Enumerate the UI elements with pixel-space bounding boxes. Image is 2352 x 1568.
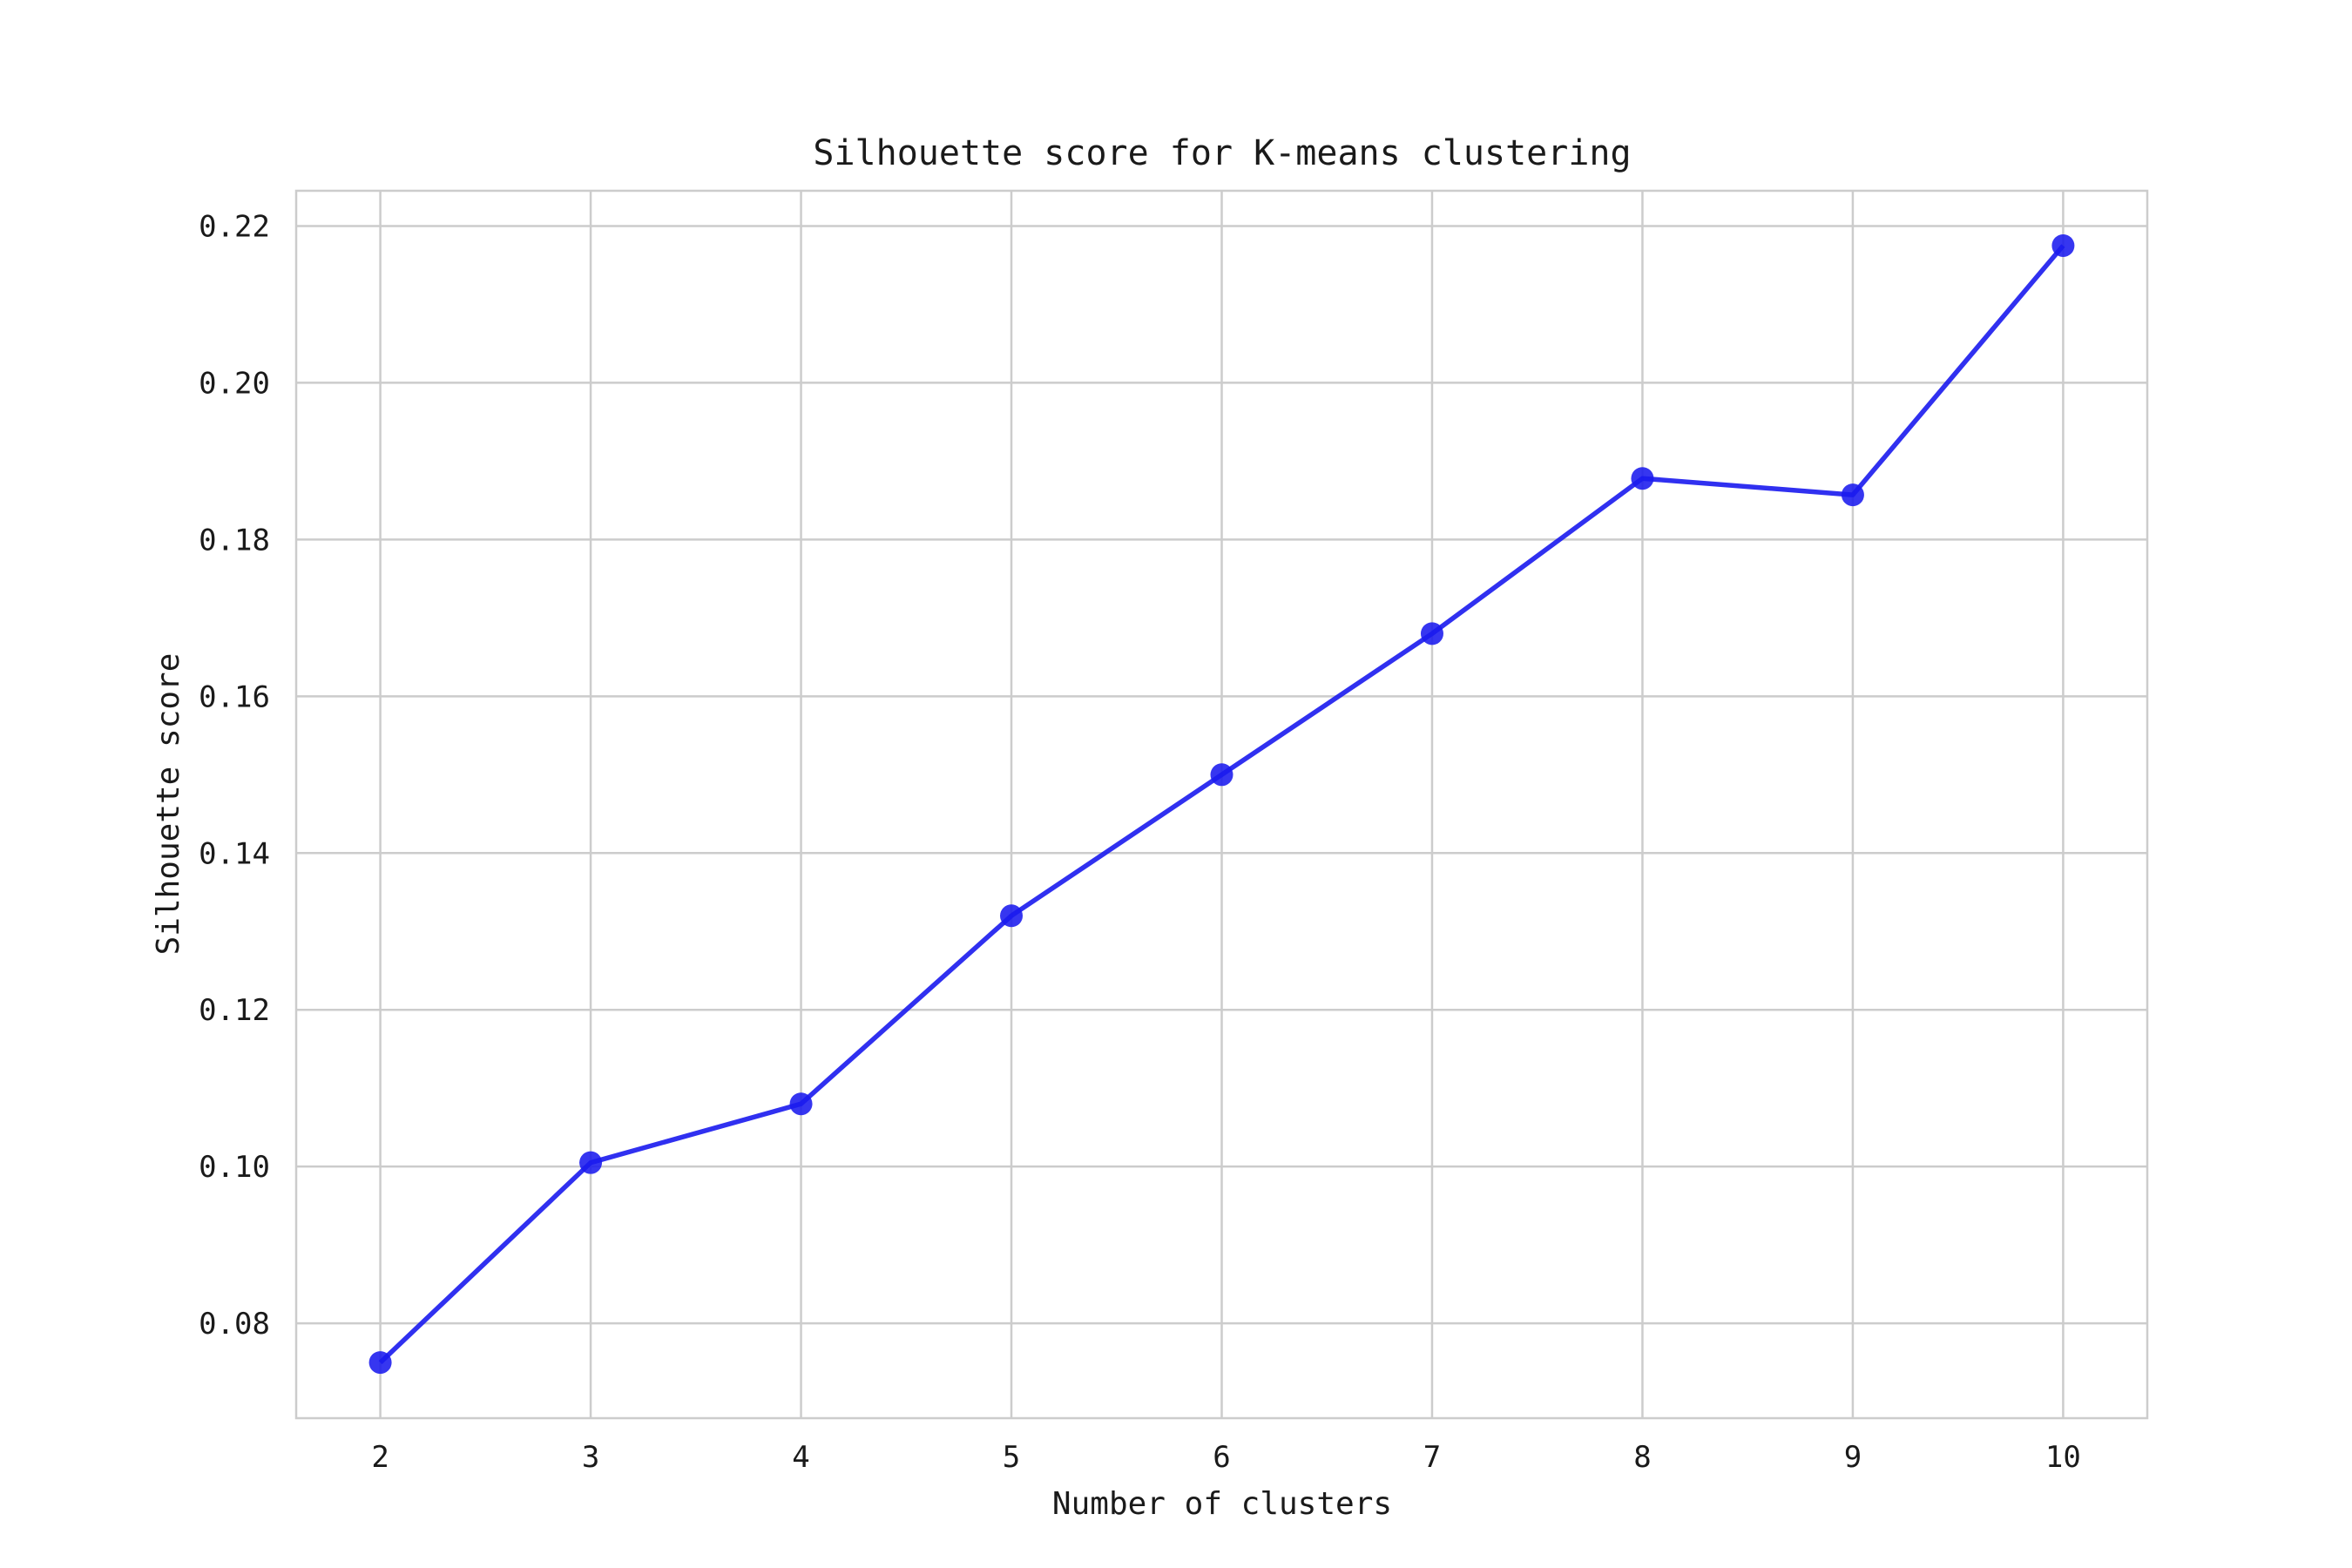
- x-tick-label: 3: [582, 1440, 599, 1475]
- x-tick-label: 4: [792, 1440, 809, 1475]
- plot-frame: [294, 189, 2149, 1420]
- x-tick-label: 8: [1633, 1440, 1651, 1475]
- data-point: [1631, 467, 1654, 490]
- series-layer: [368, 233, 2075, 1375]
- y-axis-label: Silhouette score: [151, 653, 186, 956]
- data-point: [368, 1351, 392, 1375]
- data-point: [789, 1092, 813, 1116]
- x-axis-label: Number of clusters: [1052, 1486, 1392, 1522]
- chart-title: Silhouette score for K-means clustering: [813, 133, 1631, 173]
- x-tick-label: 5: [1003, 1440, 1020, 1475]
- data-point: [1210, 763, 1233, 787]
- x-tick-label: 2: [371, 1440, 389, 1475]
- y-tick-label: 0.16: [199, 679, 270, 714]
- data-point: [1000, 904, 1024, 928]
- data-point: [1841, 483, 1864, 507]
- y-tick-label: 0.20: [199, 366, 270, 401]
- y-tick-label: 0.22: [199, 209, 270, 244]
- x-tick-labels: 2 3 4 5 6 7 8 9 10: [371, 1440, 2081, 1475]
- x-tick-label: 10: [2045, 1440, 2081, 1475]
- grid: [296, 191, 2147, 1418]
- y-tick-label: 0.18: [199, 523, 270, 558]
- data-point: [2051, 233, 2075, 257]
- y-tick-labels: 0.08 0.10 0.12 0.14 0.16 0.18 0.20 0.22: [199, 209, 270, 1342]
- y-tick-label: 0.10: [199, 1150, 270, 1185]
- y-tick-label: 0.14: [199, 836, 270, 871]
- data-point: [579, 1151, 603, 1174]
- y-tick-label: 0.08: [199, 1307, 270, 1342]
- data-point: [1420, 622, 1443, 645]
- x-tick-label: 6: [1213, 1440, 1230, 1475]
- y-tick-label: 0.12: [199, 993, 270, 1028]
- x-tick-label: 9: [1844, 1440, 1862, 1475]
- x-tick-label: 7: [1423, 1440, 1441, 1475]
